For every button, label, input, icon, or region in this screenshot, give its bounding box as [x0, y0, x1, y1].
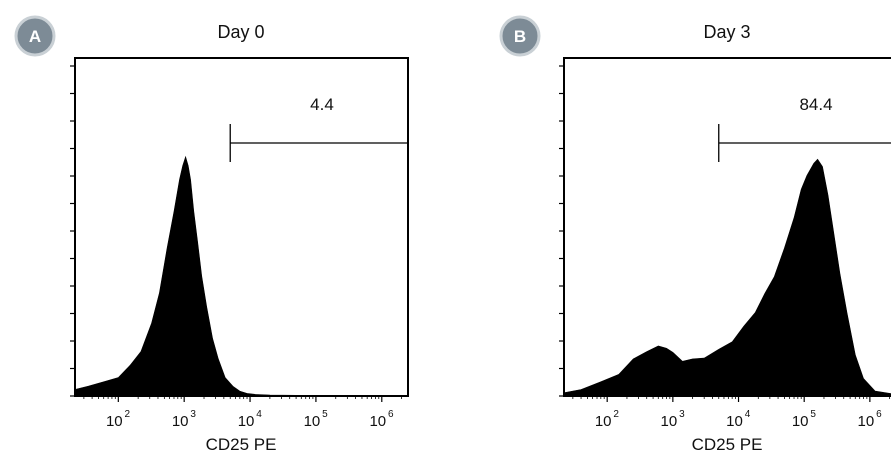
panel-b: B Day 3 10 2 10 3 10 4 10 5 10 6 CD25 PE 84.4 — [499, 15, 891, 454]
panel-b-badge — [499, 15, 541, 57]
panel-a-plot: 10 2 10 3 10 4 10 5 10 6 — [70, 57, 409, 430]
panel-a-label: A — [29, 27, 41, 46]
panel-a-badge — [14, 15, 56, 57]
panel-b-x-tick-label: 10 — [726, 413, 743, 430]
panel-a-x-tick-exponent: 5 — [322, 409, 328, 420]
panel-b-title: Day 3 — [703, 22, 750, 42]
panel-a: A Day 0 10 2 10 3 10 4 10 5 10 6 CD25 PE 4.4 — [14, 15, 409, 454]
panel-a-histogram — [74, 155, 409, 397]
panel-b-x-tick-exponent: 5 — [810, 409, 816, 420]
panel-a-plot-frame — [74, 57, 409, 397]
panel-a-x-tick-label: 10 — [106, 413, 123, 430]
panel-a-x-tick-label: 10 — [369, 413, 386, 430]
panel-b-x-tick-exponent: 6 — [876, 409, 882, 420]
panel-a-x-tick-exponent: 2 — [125, 409, 131, 420]
panel-b-x-tick-label: 10 — [792, 413, 809, 430]
panel-a-xlabel: CD25 PE — [206, 435, 277, 454]
panel-a-title: Day 0 — [217, 22, 264, 42]
panel-b-label: B — [514, 27, 526, 46]
panel-a-x-tick-label: 10 — [238, 413, 255, 430]
panel-b-plot-frame — [563, 57, 891, 397]
panel-b-x-tick-exponent: 4 — [745, 409, 751, 420]
panel-b-x-tick-exponent: 3 — [679, 409, 685, 420]
panel-b-histogram — [563, 158, 891, 397]
panel-a-x-tick-exponent: 6 — [388, 409, 394, 420]
panel-a-x-tick-label: 10 — [172, 413, 189, 430]
panel-a-gate-value: 4.4 — [310, 95, 334, 114]
panel-b-x-tick-label: 10 — [595, 413, 612, 430]
panel-b-x-tick-label: 10 — [661, 413, 678, 430]
panel-b-x-tick-label: 10 — [858, 413, 875, 430]
panel-b-x-tick-exponent: 2 — [613, 409, 619, 420]
panel-b-gate-value: 84.4 — [799, 95, 832, 114]
panel-a-x-tick-exponent: 4 — [256, 409, 262, 420]
panel-a-x-tick-exponent: 3 — [190, 409, 196, 420]
panel-b-plot: 10 2 10 3 10 4 10 5 10 6 — [559, 57, 891, 430]
panel-a-x-tick-label: 10 — [304, 413, 321, 430]
panel-b-xlabel: CD25 PE — [692, 435, 763, 454]
